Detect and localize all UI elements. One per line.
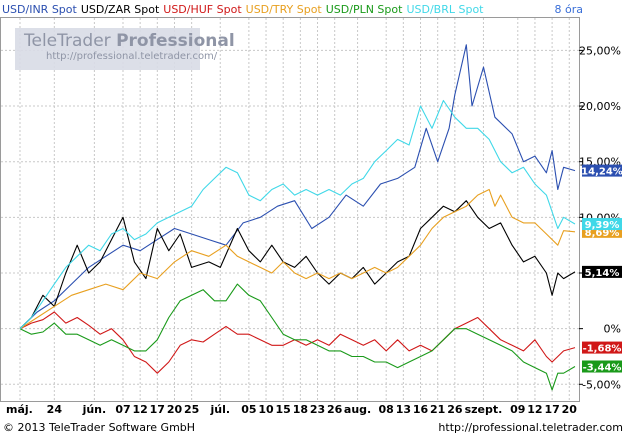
x-tick-label-4: 12	[132, 403, 147, 416]
last-value-box-0	[582, 164, 622, 177]
x-tick-label-0: máj.	[6, 403, 33, 416]
x-axis: máj. 24 jún. 07 12 17 20 25 júl. 05 10 15 18 23 26 aug.…	[6, 403, 577, 416]
x-tick-label-21: szept.	[465, 403, 503, 416]
last-value-label-4: -3,44%	[583, 362, 622, 373]
x-tick-label-3: 07	[115, 403, 130, 416]
y-tick-label-5: 0%	[604, 323, 621, 336]
x-tick-label-22: 09	[510, 403, 525, 416]
last-value-label-1: 5,14%	[585, 268, 620, 279]
series-group	[19, 44, 576, 391]
last-value-label-3: 8,69%	[585, 228, 620, 239]
x-tick-label-12: 18	[293, 403, 308, 416]
series-line-1	[19, 200, 576, 330]
series-line-0	[19, 44, 576, 330]
watermark-product: Professional	[116, 31, 235, 51]
x-tick-label-13: 23	[310, 403, 325, 416]
x-tick-label-23: 12	[527, 403, 542, 416]
legend-item-0[interactable]: USD/INR Spot	[2, 3, 77, 16]
x-tick-label-10: 10	[258, 403, 274, 416]
watermark-url: http://professional.teletrader.com/	[46, 51, 218, 62]
plot-frame	[0, 17, 580, 402]
x-tick-label-24: 17	[544, 403, 559, 416]
watermark-brand: TeleTrader	[24, 31, 111, 51]
legend-item-4[interactable]: USD/PLN Spot	[325, 3, 403, 16]
last-value-label-2: -1,68%	[583, 344, 622, 355]
x-tick-label-25: 20	[562, 403, 578, 416]
y-tick-label-1: 20,00%	[579, 100, 621, 113]
y-tick-label-6: -5,00%	[582, 378, 621, 391]
x-tick-label-14: 26	[327, 403, 343, 416]
y-tick-label-0: 25,00%	[579, 44, 621, 57]
series-line-4	[19, 283, 576, 391]
x-tick-label-7: 25	[184, 403, 199, 416]
x-tick-label-6: 20	[167, 403, 183, 416]
series-line-5	[19, 99, 576, 330]
last-value-box-5	[582, 218, 622, 231]
last-value-box-4	[582, 360, 622, 373]
x-tick-label-11: 15	[276, 403, 291, 416]
watermark-box	[15, 28, 200, 70]
legend-item-5[interactable]: USD/BRL Spot	[406, 3, 484, 16]
x-tick-label-19: 21	[430, 403, 445, 416]
legend-item-1[interactable]: USD/ZAR Spot	[80, 3, 160, 16]
last-value-box-2	[582, 341, 622, 354]
interval-label[interactable]: 8 óra	[554, 3, 584, 16]
last-value-box-1	[582, 265, 622, 278]
legend: USD/INR Spot USD/ZAR Spot USD/HUF Spot USD/…	[2, 3, 488, 16]
x-tick-label-5: 17	[150, 403, 165, 416]
last-value-tags: 14,24% 5,14% -1,68% 8,69% -3,44% 9,39%	[581, 164, 623, 373]
x-tick-label-20: 26	[447, 403, 463, 416]
series-line-2	[19, 311, 576, 374]
last-value-label-0: 14,24%	[581, 167, 623, 178]
footer-url[interactable]: http://professional.teletrader.com	[438, 421, 623, 434]
x-tick-label-9: 05	[241, 403, 256, 416]
x-tick-label-18: 16	[413, 403, 429, 416]
x-tick-label-17: 13	[396, 403, 411, 416]
legend-item-2[interactable]: USD/HUF Spot	[163, 3, 242, 16]
x-tick-label-15: aug.	[344, 403, 371, 416]
y-axis: 25,00%20,00%15,00%10,00%5,00%0%-5,00%	[579, 44, 621, 391]
x-tick-label-16: 08	[379, 403, 394, 416]
x-tick-label-8: júl.	[209, 403, 230, 416]
x-tick-label-1: 24	[47, 403, 63, 416]
watermark-title: TeleTrader Professional	[24, 31, 235, 51]
series-line-3	[19, 188, 576, 330]
footer-copyright: © 2013 TeleTrader Software GmbH	[3, 421, 196, 434]
legend-item-3[interactable]: USD/TRY Spot	[245, 3, 322, 16]
last-value-label-5: 9,39%	[585, 220, 620, 231]
x-tick-label-2: jún.	[82, 403, 107, 416]
